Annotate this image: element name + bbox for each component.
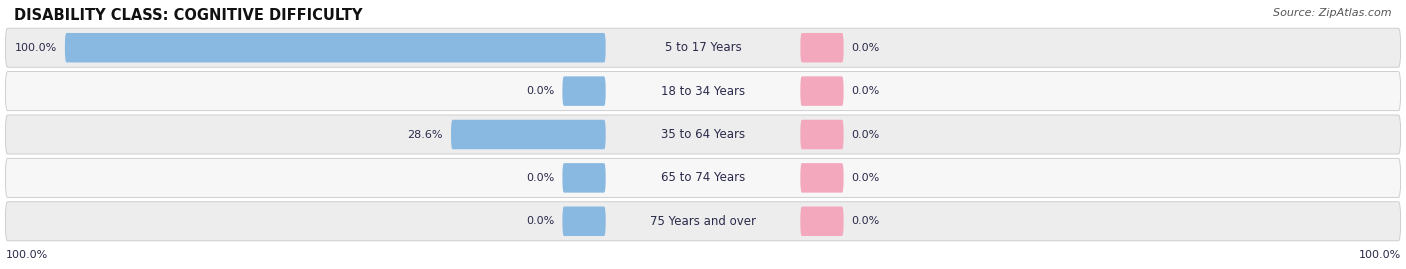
FancyBboxPatch shape: [451, 120, 606, 149]
FancyBboxPatch shape: [6, 72, 1400, 111]
FancyBboxPatch shape: [562, 163, 606, 193]
Text: 65 to 74 Years: 65 to 74 Years: [661, 171, 745, 184]
FancyBboxPatch shape: [562, 76, 606, 106]
Text: 0.0%: 0.0%: [852, 86, 880, 96]
Text: 5 to 17 Years: 5 to 17 Years: [665, 41, 741, 54]
Text: 0.0%: 0.0%: [852, 173, 880, 183]
Text: 18 to 34 Years: 18 to 34 Years: [661, 85, 745, 98]
FancyBboxPatch shape: [6, 115, 1400, 154]
Text: 100.0%: 100.0%: [1358, 250, 1400, 260]
Text: 28.6%: 28.6%: [408, 129, 443, 140]
Text: 35 to 64 Years: 35 to 64 Years: [661, 128, 745, 141]
Text: 0.0%: 0.0%: [852, 216, 880, 226]
FancyBboxPatch shape: [65, 33, 606, 62]
FancyBboxPatch shape: [800, 207, 844, 236]
Text: 0.0%: 0.0%: [526, 173, 554, 183]
Text: 100.0%: 100.0%: [14, 43, 56, 53]
Text: DISABILITY CLASS: COGNITIVE DIFFICULTY: DISABILITY CLASS: COGNITIVE DIFFICULTY: [14, 8, 363, 23]
Text: Source: ZipAtlas.com: Source: ZipAtlas.com: [1274, 8, 1392, 18]
Text: 100.0%: 100.0%: [6, 250, 48, 260]
FancyBboxPatch shape: [6, 158, 1400, 197]
Text: 0.0%: 0.0%: [526, 216, 554, 226]
Text: 0.0%: 0.0%: [852, 129, 880, 140]
FancyBboxPatch shape: [800, 163, 844, 193]
Text: 75 Years and over: 75 Years and over: [650, 215, 756, 228]
Text: 0.0%: 0.0%: [852, 43, 880, 53]
FancyBboxPatch shape: [800, 120, 844, 149]
Text: 0.0%: 0.0%: [526, 86, 554, 96]
FancyBboxPatch shape: [800, 76, 844, 106]
FancyBboxPatch shape: [800, 33, 844, 62]
FancyBboxPatch shape: [562, 207, 606, 236]
FancyBboxPatch shape: [6, 202, 1400, 241]
FancyBboxPatch shape: [6, 28, 1400, 67]
